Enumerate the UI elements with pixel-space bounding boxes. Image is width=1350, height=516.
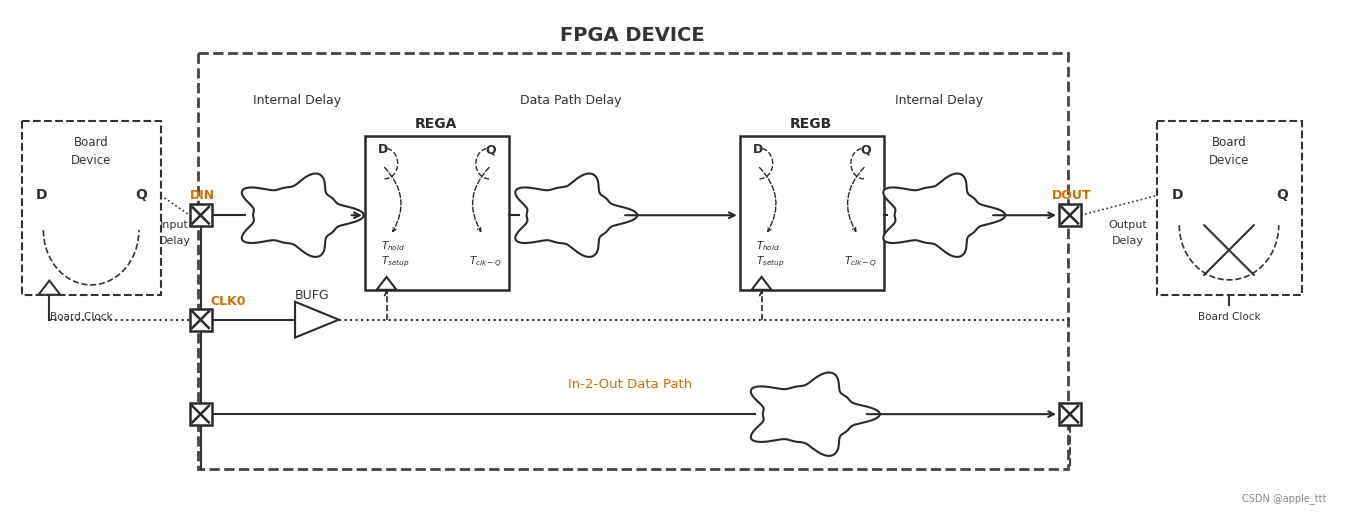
Text: Board: Board (1212, 136, 1246, 149)
Text: CLK0: CLK0 (211, 295, 246, 308)
Text: D: D (1172, 188, 1183, 202)
Text: BUFG: BUFG (294, 289, 329, 302)
Bar (197, 53, 1068, 469)
Bar (189, 403, 212, 425)
Text: $T_{clk-Q}$: $T_{clk-Q}$ (844, 254, 878, 269)
Text: $T_{hold}$: $T_{hold}$ (756, 239, 779, 253)
Text: Board Clock: Board Clock (1197, 312, 1261, 321)
Polygon shape (883, 173, 1006, 257)
Text: $T_{setup}$: $T_{setup}$ (381, 255, 409, 269)
Text: Internal Delay: Internal Delay (252, 94, 342, 107)
Text: Delay: Delay (1111, 236, 1143, 246)
Text: Internal Delay: Internal Delay (895, 94, 983, 107)
Text: Board Clock: Board Clock (50, 312, 112, 321)
Bar (364, 136, 509, 290)
Text: Q: Q (486, 143, 497, 156)
Bar (1058, 204, 1081, 226)
Text: Q: Q (135, 188, 147, 202)
Text: D: D (378, 143, 387, 156)
Text: Device: Device (1208, 154, 1249, 167)
Text: $T_{clk-Q}$: $T_{clk-Q}$ (468, 254, 502, 269)
Text: REGA: REGA (414, 117, 458, 131)
Bar (1157, 121, 1301, 295)
Text: Q: Q (861, 143, 871, 156)
Text: In-2-Out Data Path: In-2-Out Data Path (568, 378, 693, 391)
Text: Q: Q (1276, 188, 1288, 202)
Text: CSDN @apple_ttt: CSDN @apple_ttt (1242, 493, 1327, 504)
Text: $T_{hold}$: $T_{hold}$ (381, 239, 405, 253)
Text: D: D (35, 188, 47, 202)
Text: Delay: Delay (159, 236, 190, 246)
Text: REGB: REGB (790, 117, 833, 131)
Text: Device: Device (72, 154, 111, 167)
Text: D: D (752, 143, 763, 156)
Polygon shape (242, 173, 363, 257)
Text: Input: Input (161, 220, 189, 230)
Text: Data Path Delay: Data Path Delay (520, 94, 621, 107)
Bar (189, 204, 212, 226)
Bar (740, 136, 884, 290)
Bar (189, 309, 212, 331)
Text: FPGA DEVICE: FPGA DEVICE (560, 26, 705, 45)
Text: Board: Board (74, 136, 108, 149)
Bar (1058, 403, 1081, 425)
Polygon shape (516, 173, 637, 257)
Polygon shape (751, 373, 880, 456)
Bar (22, 121, 161, 295)
Text: Output: Output (1108, 220, 1148, 230)
Text: DIN: DIN (190, 189, 215, 202)
Text: DOUT: DOUT (1052, 189, 1092, 202)
Text: $T_{setup}$: $T_{setup}$ (756, 255, 784, 269)
